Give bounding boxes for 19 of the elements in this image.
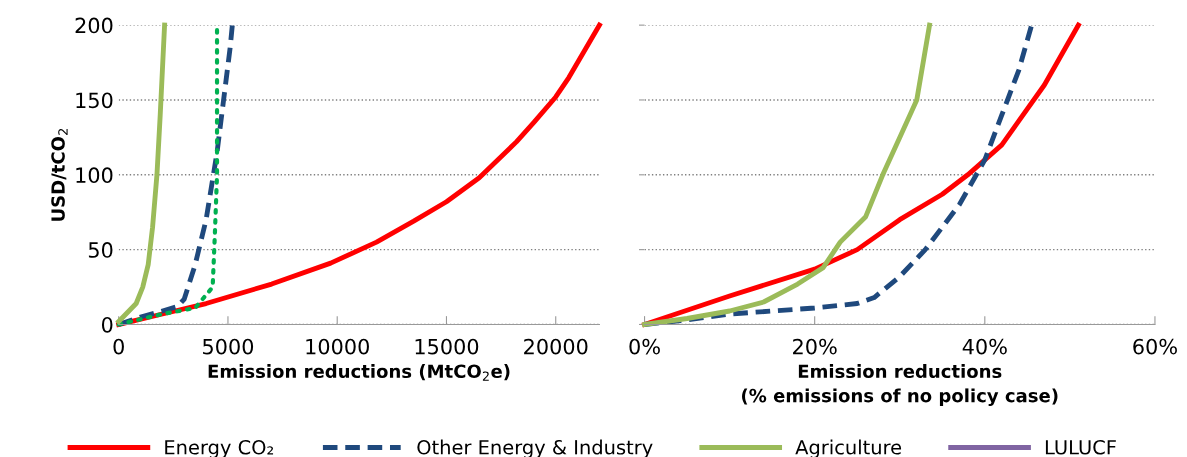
x-axis-title: Emission reductions (MtCO$_{2}$e) [208, 364, 510, 381]
x-tick-label: 5000 [203, 338, 254, 355]
x-tick-label: 0% [629, 338, 660, 355]
x-tick-label: 0 [113, 338, 124, 355]
line-series [116, 22, 168, 324]
x-tick-label: 60% [1133, 338, 1177, 355]
x-tick-label: 15000 [415, 338, 479, 355]
x-tick-label: 40% [962, 338, 1007, 355]
x-axis-title: Emission reductions (% emissions of no policy case) [742, 364, 1058, 407]
y-tick-label: 150 [76, 92, 113, 109]
y-tick-label: 200 [75, 17, 113, 34]
x-tick-label: 20000 [524, 338, 588, 355]
legend-label: LULUCF [1045, 439, 1116, 455]
y-tick-label: 50 [88, 242, 113, 258]
x-tick-label: 20% [793, 338, 837, 355]
y-tick-label: 0 [101, 316, 113, 333]
x-tick-label: 10000 [306, 338, 369, 355]
y-tick-label: 100 [76, 167, 113, 184]
y-axis-title: USD/tCO$_{2}$ [51, 129, 68, 221]
